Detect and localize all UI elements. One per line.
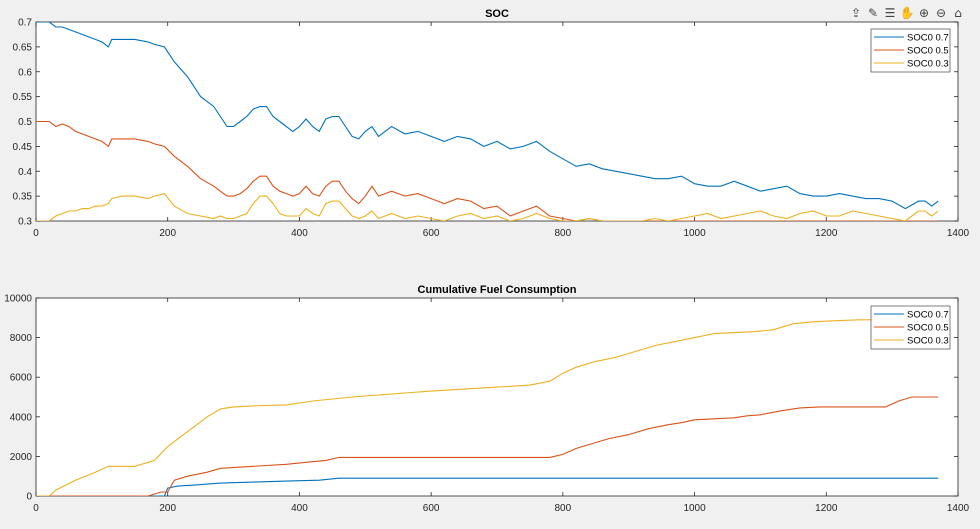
y-tick-label: 0.7 xyxy=(18,18,32,29)
x-tick-label: 1000 xyxy=(683,228,706,239)
series-line-1 xyxy=(36,477,939,496)
x-tick-label: 600 xyxy=(423,503,440,514)
plot-area xyxy=(35,21,959,222)
series-line-2 xyxy=(36,120,939,221)
x-tick-label: 400 xyxy=(291,503,308,514)
export-icon[interactable]: ⇪ xyxy=(850,6,862,20)
pan-icon[interactable]: ✋ xyxy=(899,6,915,20)
x-tick-label: 1200 xyxy=(815,503,838,514)
x-tick-label: 0 xyxy=(33,503,39,514)
chart-panel-1: SOC 0 200 400 600 800 1000 1200 1400 0.3 0.35 0.4 0.… xyxy=(13,8,970,239)
y-tick-label: 0.3 xyxy=(18,217,32,228)
y-tick-label: 0.4 xyxy=(18,167,32,178)
x-tick-label: 1000 xyxy=(683,503,706,514)
y-tick-label: 0.6 xyxy=(18,67,32,78)
plot-area xyxy=(35,297,959,497)
x-tick-label: 1200 xyxy=(815,228,838,239)
legend-label: SOC0 0.7 xyxy=(907,310,949,321)
y-tick-label: 2000 xyxy=(10,452,33,463)
series-line-2 xyxy=(36,396,939,496)
chart-title: Cumulative Fuel Consumption xyxy=(418,284,577,296)
series-line-1 xyxy=(36,22,939,210)
legend-label: SOC0 0.5 xyxy=(907,46,949,57)
legend-label: SOC0 0.7 xyxy=(907,33,949,44)
x-tick-label: 200 xyxy=(159,228,176,239)
zoom-in-icon[interactable]: ⊕ xyxy=(918,6,930,20)
y-tick-label: 0.35 xyxy=(13,192,33,203)
x-tick-label: 600 xyxy=(423,228,440,239)
axes-toolbar: ⇪ ✎ ☰ ✋ ⊕ ⊖ ⌂ xyxy=(848,4,966,22)
y-tick-label: 0.45 xyxy=(13,142,33,153)
y-tick-label: 10000 xyxy=(4,294,32,305)
series-line-3 xyxy=(36,192,939,221)
y-tick-label: 0.5 xyxy=(18,117,32,128)
series-line-3 xyxy=(36,319,939,496)
chart-title: SOC xyxy=(485,8,509,20)
chart-panel-2: Cumulative Fuel Consumption 0 200 400 600 800… xyxy=(4,284,969,514)
zoom-out-icon[interactable]: ⊖ xyxy=(935,6,947,20)
y-tick-label: 8000 xyxy=(10,333,33,344)
y-tick-label: 6000 xyxy=(10,373,33,384)
y-tick-label: 0 xyxy=(26,492,32,503)
y-tick-label: 0.55 xyxy=(13,92,33,103)
x-tick-label: 1400 xyxy=(947,228,970,239)
y-tick-label: 4000 xyxy=(10,412,33,423)
legend-label: SOC0 0.5 xyxy=(907,323,949,334)
x-tick-label: 1400 xyxy=(947,503,970,514)
legend: SOC0 0.7 SOC0 0.5 SOC0 0.3 xyxy=(870,28,951,73)
x-tick-label: 200 xyxy=(159,503,176,514)
x-tick-label: 800 xyxy=(555,503,572,514)
x-tick-label: 400 xyxy=(291,228,308,239)
y-tick-label: 0.65 xyxy=(13,42,33,53)
datatip-icon[interactable]: ☰ xyxy=(884,6,896,20)
brush-icon[interactable]: ✎ xyxy=(867,6,879,20)
x-tick-label: 0 xyxy=(33,228,39,239)
legend-label: SOC0 0.3 xyxy=(907,336,949,347)
legend: SOC0 0.7 SOC0 0.5 SOC0 0.3 xyxy=(870,305,951,350)
home-icon[interactable]: ⌂ xyxy=(954,6,962,20)
x-tick-label: 800 xyxy=(555,228,572,239)
legend-label: SOC0 0.3 xyxy=(907,59,949,70)
